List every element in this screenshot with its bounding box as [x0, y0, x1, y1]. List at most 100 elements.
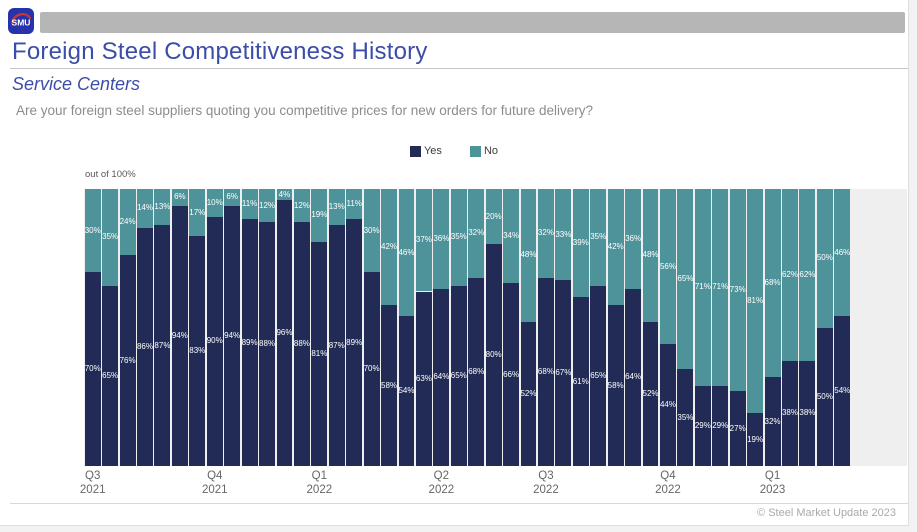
- bar-segment-no[interactable]: 34%: [503, 189, 519, 284]
- bar-segment-no[interactable]: 35%: [102, 189, 118, 286]
- bar-segment-yes[interactable]: 96%: [276, 200, 292, 466]
- bar-segment-no[interactable]: 30%: [364, 189, 380, 273]
- bar-segment-no[interactable]: 37%: [416, 189, 432, 292]
- bar-segment-no[interactable]: 20%: [486, 189, 502, 245]
- bar-segment-yes[interactable]: 50%: [817, 327, 833, 466]
- bar-segment-yes[interactable]: 81%: [311, 241, 327, 466]
- bar-segment-no[interactable]: 46%: [398, 189, 414, 317]
- bar-segment-yes[interactable]: 94%: [224, 205, 240, 466]
- bar-segment-yes[interactable]: 52%: [643, 321, 659, 466]
- bar-segment-yes[interactable]: 35%: [677, 369, 693, 466]
- bar-segment-no[interactable]: 4%: [276, 189, 293, 201]
- bar-segment-yes[interactable]: 68%: [468, 277, 484, 466]
- bar-segment-yes[interactable]: 64%: [433, 288, 449, 466]
- bar-segment-no[interactable]: 35%: [451, 189, 467, 286]
- bar-segment-no[interactable]: 11%: [346, 189, 363, 220]
- bar-segment-yes[interactable]: 52%: [520, 321, 537, 466]
- bar-segment-yes[interactable]: 86%: [137, 227, 153, 466]
- bar-segment-no[interactable]: 13%: [329, 189, 345, 225]
- bar-segment-yes[interactable]: 27%: [730, 391, 746, 466]
- bar-segment-yes[interactable]: 38%: [799, 360, 815, 466]
- bar-segment-no[interactable]: 81%: [747, 189, 763, 414]
- bar-segment-no[interactable]: 36%: [433, 189, 449, 289]
- bar-segment-no[interactable]: 62%: [799, 189, 815, 361]
- bar-segment-no[interactable]: 13%: [154, 189, 170, 225]
- bar-segment-no[interactable]: 10%: [207, 189, 223, 217]
- bar-segment-no[interactable]: 71%: [712, 189, 728, 386]
- bar-segment-yes[interactable]: 29%: [712, 385, 728, 466]
- bar-segment-yes[interactable]: 38%: [782, 360, 798, 466]
- bar-segment-yes[interactable]: 89%: [346, 219, 362, 466]
- bar-segment-no[interactable]: 12%: [259, 189, 275, 223]
- bar-segment-yes[interactable]: 66%: [503, 283, 519, 466]
- legend-item-yes[interactable]: Yes: [409, 145, 442, 157]
- bar-segment-yes[interactable]: 89%: [242, 219, 258, 466]
- bar-segment-no[interactable]: 6%: [224, 189, 241, 206]
- bar-segment-yes[interactable]: 68%: [538, 277, 554, 466]
- bar-segment-no[interactable]: 65%: [677, 189, 693, 370]
- bar-label-yes: 54%: [398, 386, 415, 396]
- bar-segment-yes[interactable]: 54%: [398, 316, 415, 466]
- bar-segment-yes[interactable]: 88%: [294, 222, 310, 466]
- bar-label-yes: 52%: [520, 388, 537, 398]
- legend-item-no[interactable]: No: [469, 145, 498, 157]
- bar-label-no: 36%: [625, 233, 642, 243]
- bar-segment-no[interactable]: 24%: [120, 189, 136, 256]
- bar-segment-no[interactable]: 12%: [294, 189, 310, 223]
- bar-segment-no[interactable]: 68%: [765, 189, 781, 378]
- bar-segment-yes[interactable]: 19%: [747, 413, 763, 466]
- bar-segment-yes[interactable]: 63%: [416, 291, 432, 466]
- bar-segment-no[interactable]: 42%: [608, 189, 624, 306]
- bar-segment-yes[interactable]: 65%: [451, 285, 467, 466]
- bar-segment-no[interactable]: 48%: [643, 189, 659, 322]
- bar-segment-yes[interactable]: 87%: [154, 225, 170, 466]
- bar-label-yes: 65%: [102, 370, 119, 380]
- bar-segment-no[interactable]: 32%: [468, 189, 484, 278]
- bar-segment-no[interactable]: 73%: [730, 189, 746, 392]
- bar-segment-yes[interactable]: 80%: [486, 244, 502, 466]
- bar-segment-no[interactable]: 71%: [695, 189, 711, 386]
- bar-segment-no[interactable]: 14%: [137, 189, 153, 228]
- bar-segment-yes[interactable]: 76%: [120, 255, 136, 466]
- bar-segment-no[interactable]: 42%: [381, 189, 397, 306]
- bar-segment-no[interactable]: 56%: [660, 189, 676, 345]
- bar-segment-no[interactable]: 11%: [241, 189, 258, 220]
- bar-segment-yes[interactable]: 54%: [834, 316, 850, 466]
- bar-segment-yes[interactable]: 70%: [85, 272, 101, 466]
- bar-segment-no[interactable]: 48%: [520, 189, 537, 322]
- bar-segment-yes[interactable]: 64%: [625, 288, 641, 466]
- bar-label-no: 71%: [694, 282, 711, 292]
- bar-segment-no[interactable]: 50%: [817, 189, 833, 328]
- bar-segment-no[interactable]: 19%: [311, 189, 327, 242]
- bar-segment-no[interactable]: 36%: [625, 189, 641, 289]
- bar-segment-yes[interactable]: 94%: [172, 205, 188, 466]
- bar-segment-no[interactable]: 39%: [573, 189, 589, 298]
- bar-segment-yes[interactable]: 65%: [590, 285, 606, 466]
- bar-label-no: 6%: [226, 192, 238, 202]
- bar-segment-no[interactable]: 62%: [782, 189, 798, 361]
- bar-segment-yes[interactable]: 67%: [555, 280, 571, 466]
- bar-segment-no[interactable]: 30%: [85, 189, 101, 273]
- legend-label-no: No: [483, 145, 498, 157]
- bar-segment-no[interactable]: 17%: [189, 189, 205, 237]
- bar: 30% 70%: [85, 189, 101, 466]
- bar-segment-yes[interactable]: 44%: [660, 344, 676, 466]
- bar-segment-no[interactable]: 35%: [590, 189, 606, 286]
- bar-segment-no[interactable]: 33%: [555, 189, 571, 281]
- bar-segment-yes[interactable]: 83%: [189, 236, 205, 466]
- bar-segment-yes[interactable]: 65%: [102, 285, 119, 466]
- bar: 39% 61%: [573, 189, 589, 466]
- bar-segment-yes[interactable]: 32%: [765, 377, 781, 466]
- bar-segment-yes[interactable]: 87%: [329, 225, 345, 466]
- bar-segment-yes[interactable]: 70%: [364, 272, 380, 466]
- bar-segment-yes[interactable]: 29%: [695, 385, 711, 466]
- bar-segment-yes[interactable]: 88%: [259, 222, 275, 466]
- bar-segment-yes[interactable]: 58%: [608, 305, 624, 466]
- bar-segment-yes[interactable]: 90%: [207, 216, 223, 466]
- bar-segment-no[interactable]: 6%: [171, 189, 188, 206]
- bar-segment-yes[interactable]: 61%: [573, 297, 589, 466]
- bar-segment-no[interactable]: 32%: [538, 189, 554, 278]
- bar-segment-no[interactable]: 46%: [834, 189, 850, 317]
- bar: 11% 89%: [242, 189, 258, 466]
- bar-segment-yes[interactable]: 58%: [381, 305, 397, 466]
